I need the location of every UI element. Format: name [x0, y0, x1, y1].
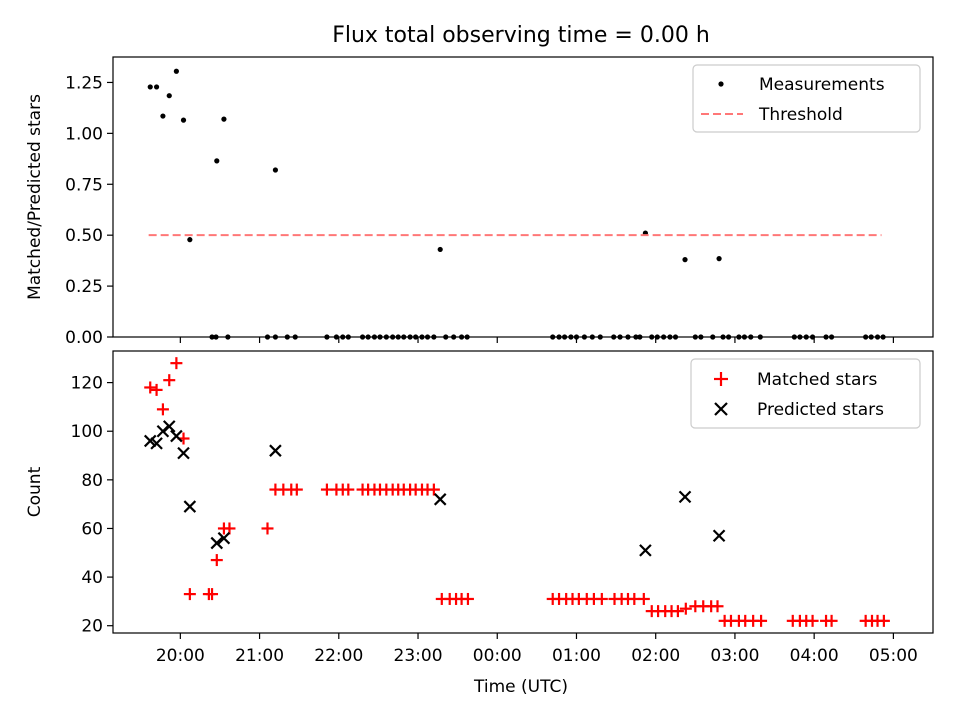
matched-stars-point [342, 483, 355, 496]
matched-stars-point [679, 602, 692, 615]
top-legend: Measurements Threshold [692, 64, 921, 133]
matched-stars-point [144, 381, 157, 394]
matched-stars-point [163, 374, 176, 387]
top-axes: 0.00 0.25 0.50 0.75 1.00 1.25 Matched/Predict… [25, 56, 934, 348]
bottom-y-tick-label: 120 [71, 374, 103, 394]
predicted-stars-point [210, 536, 224, 550]
measurement-point [187, 237, 193, 243]
x-tick-label: 22:00 [314, 646, 363, 666]
matched-stars-point [637, 592, 650, 605]
matched-stars-point [183, 588, 196, 601]
predicted-stars-point [177, 446, 190, 460]
matched-stars-point [461, 592, 474, 605]
matched-stars-point [711, 600, 724, 613]
bottom-y-tick-label: 80 [81, 471, 103, 491]
bottom-axes-frame [112, 350, 934, 634]
x-tick-label: 00:00 [473, 646, 522, 666]
top-axes-frame [112, 56, 934, 338]
measurement-point [214, 158, 220, 164]
measurement-point [153, 84, 160, 90]
bottom-legend-box [690, 358, 921, 429]
matched-stars-point [877, 614, 890, 627]
matched-stars-point [261, 522, 274, 535]
legend-matched-marker [714, 372, 728, 386]
predicted-stars-point [162, 420, 176, 433]
predicted-stars-point [150, 437, 163, 450]
matched-stars-point [210, 554, 223, 567]
top-y-tick-label: 1.25 [65, 73, 103, 93]
top-legend-box [692, 64, 921, 133]
legend-threshold-label: Threshold [758, 105, 843, 125]
measurement-point [272, 167, 279, 173]
x-tick-label: 01:00 [552, 646, 601, 666]
bottom-legend: Matched stars Predicted stars [690, 358, 921, 429]
matched-stars-point [290, 483, 303, 496]
predicted-stars-point [678, 490, 692, 504]
predicted-stars-point [433, 493, 447, 506]
measurement-point [166, 93, 172, 99]
x-tick-label: 21:00 [235, 646, 284, 666]
predicted-stars-point [639, 544, 652, 557]
legend-measurements-marker [718, 81, 724, 87]
x-tick-label: 03:00 [710, 646, 759, 666]
matched-stars-point [206, 588, 219, 601]
predicted-stars-point [269, 444, 282, 457]
bottom-y-tick-label: 40 [81, 568, 103, 588]
matched-stars-point [223, 522, 236, 535]
matched-stars-point [595, 592, 608, 605]
measurement-point [221, 116, 227, 122]
matched-stars-point [170, 357, 183, 370]
bottom-axes: 20 40 60 80 100 120 20:00 21:00 22:00 23:00 00:00 0… [25, 350, 934, 697]
legend-predicted-marker [714, 402, 728, 416]
bottom-y-tick-label: 100 [71, 422, 103, 442]
bottom-y-tick-label: 60 [81, 519, 103, 539]
matched-stars-point [806, 614, 819, 627]
x-tick-label: 23:00 [394, 646, 443, 666]
x-tick-label: 02:00 [631, 646, 680, 666]
x-tick-label: 20:00 [156, 646, 205, 666]
top-y-axis-label: Matched/Predicted stars [25, 94, 45, 300]
predicted-stars-point [712, 529, 726, 543]
legend-matched-label: Matched stars [757, 370, 877, 390]
top-y-tick-label: 0.00 [65, 328, 103, 348]
top-y-tick-label: 0.25 [65, 277, 103, 297]
chart-title: Flux total observing time = 0.00 h [332, 23, 710, 48]
measurement-point [173, 68, 179, 74]
matched-stars-point [671, 605, 684, 618]
top-y-tick-label: 1.00 [65, 124, 103, 144]
predicted-stars-point [217, 531, 231, 545]
measurement-point [160, 113, 166, 119]
measurement-point [180, 117, 187, 123]
predicted-stars-point [170, 429, 183, 443]
matched-stars-point [150, 383, 163, 396]
top-y-tick-label: 0.75 [65, 175, 103, 195]
matched-stars-point [755, 614, 768, 627]
top-y-tick-label: 0.50 [65, 226, 103, 246]
x-tick-label: 05:00 [869, 646, 918, 666]
legend-predicted-label: Predicted stars [757, 400, 884, 420]
measurement-point [716, 256, 722, 262]
x-tick-label: 04:00 [790, 646, 839, 666]
matched-stars-point [427, 483, 440, 496]
predicted-stars-point [183, 500, 197, 513]
matched-stars-point [825, 614, 838, 627]
bottom-y-tick-label: 20 [81, 617, 103, 637]
measurement-point [147, 84, 153, 90]
measurement-point [437, 246, 443, 253]
measurement-point [682, 257, 688, 263]
bottom-y-axis-label: Count [25, 466, 45, 517]
legend-measurements-label: Measurements [759, 75, 885, 95]
matched-stars-point [156, 403, 169, 416]
x-axis-label: Time (UTC) [473, 677, 568, 697]
